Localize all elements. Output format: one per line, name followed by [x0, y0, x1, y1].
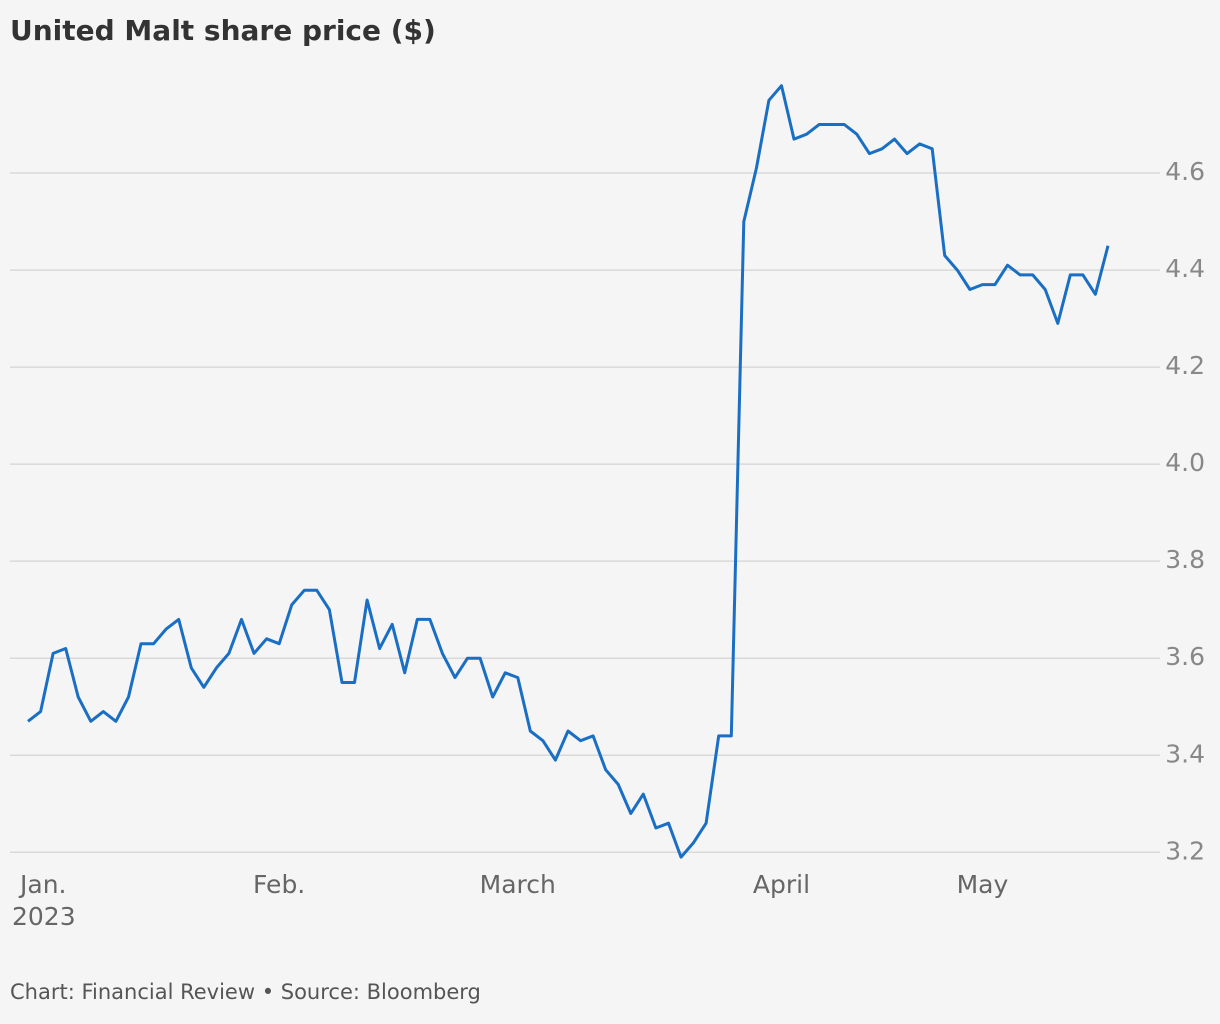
line — [27, 84, 1110, 859]
y-tick-label: 4.2 — [1165, 351, 1205, 380]
y-tick-label: 4.6 — [1165, 157, 1205, 186]
y-tick-label: 3.6 — [1165, 642, 1205, 671]
y-tick-label: 3.4 — [1165, 739, 1205, 768]
y-tick-label: 3.2 — [1165, 836, 1205, 865]
y-tick-label: 3.8 — [1165, 545, 1205, 574]
x-year-label: 2023 — [12, 902, 76, 931]
source: Chart: Financial Review • Source: Bloomb… — [10, 980, 481, 1004]
x-tick-label: March — [480, 870, 556, 899]
y-tick-label: 4.4 — [1165, 254, 1205, 283]
x-tick-label: May — [957, 870, 1009, 899]
x-tick-label: Jan. — [18, 870, 66, 899]
chart-title: United Malt share price ($) — [10, 14, 436, 47]
x-tick-label: April — [753, 870, 810, 899]
x-tick-label: Feb. — [253, 870, 305, 899]
y-tick-label: 4.0 — [1165, 448, 1205, 477]
